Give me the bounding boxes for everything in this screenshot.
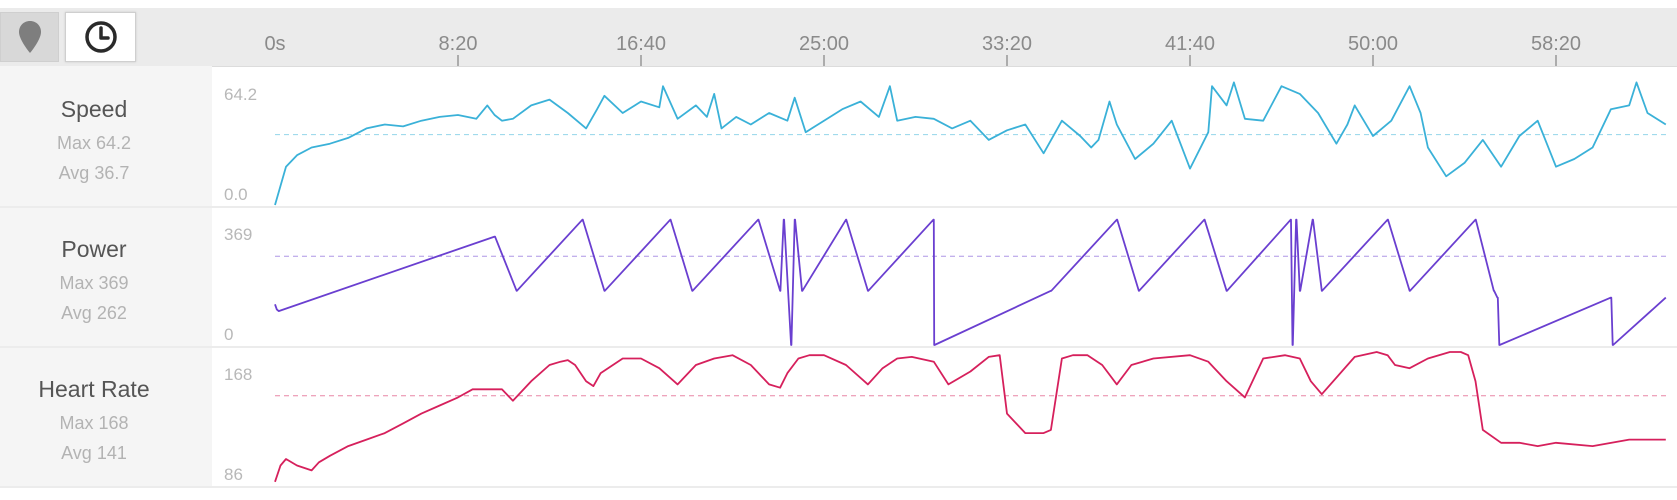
power-ymax-label: 369 — [224, 225, 252, 244]
x-tick-label: 16:40 — [616, 33, 666, 55]
speed-title: Speed — [60, 96, 128, 122]
heart-rate-max: Max 168 — [59, 413, 129, 433]
map-pin-icon — [18, 21, 41, 53]
heart-rate-title: Heart Rate — [38, 376, 150, 402]
panel-divider — [0, 486, 1677, 488]
power-max: Max 369 — [59, 273, 129, 293]
time-axis-bar — [0, 8, 1677, 67]
speed-avg: Avg 36.7 — [58, 163, 130, 183]
x-tick-label: 33:20 — [982, 33, 1032, 55]
heart_rate-series-line — [274, 351, 1666, 483]
power-ymin-label: 0 — [224, 325, 233, 344]
heart-rate-avg: Avg 141 — [61, 443, 127, 463]
power-label-panel: Power Max 369 Avg 262 — [0, 208, 212, 346]
x-tick-label: 58:20 — [1531, 33, 1581, 55]
x-tick-label: 0s — [264, 33, 285, 55]
x-tick-label: 8:20 — [439, 33, 478, 55]
clock-icon — [84, 21, 117, 53]
power-series-line — [274, 218, 1667, 346]
x-tick-label: 50:00 — [1348, 33, 1398, 55]
speed-ymin-label: 0.0 — [224, 185, 248, 204]
speed-max: Max 64.2 — [56, 133, 132, 153]
location-view-button[interactable] — [0, 12, 59, 62]
x-tick-label: 41:40 — [1165, 33, 1215, 55]
heart_rate-ymin-label: 86 — [224, 465, 243, 484]
power-avg: Avg 262 — [61, 303, 127, 323]
heart_rate-ymax-label: 168 — [224, 365, 252, 384]
speed-series-line — [274, 81, 1667, 206]
x-tick-label: 25:00 — [799, 33, 849, 55]
panel-divider — [0, 206, 1677, 208]
speed-ymax-label: 64.2 — [224, 85, 257, 104]
panel-divider — [0, 346, 1677, 348]
speed-label-panel: Speed Max 64.2 Avg 36.7 — [0, 66, 212, 206]
power-title: Power — [61, 236, 127, 262]
heart-rate-label-panel: Heart Rate Max 168 Avg 141 — [0, 348, 212, 486]
time-view-button[interactable] — [65, 12, 136, 62]
